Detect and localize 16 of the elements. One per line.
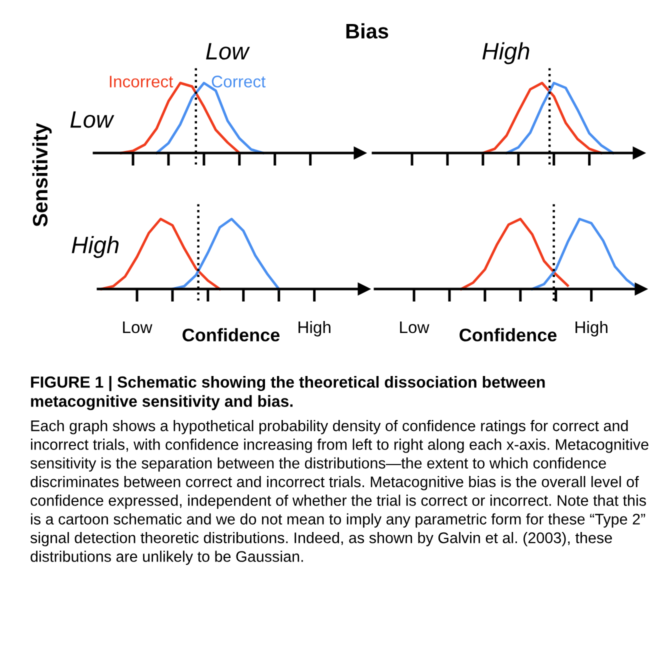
text: Sensitivity: [32, 123, 52, 226]
x-tick-label: Low: [400, 322, 430, 334]
x-tick-label: Low: [123, 322, 152, 334]
x-tick-label: High: [298, 320, 330, 336]
chart-title: High: [482, 42, 530, 64]
x-axis-title: Confidence: [460, 328, 557, 342]
series-label: Correct: [212, 76, 266, 88]
y-axis-title: Low: [70, 111, 114, 128]
caption: FIGURE 1 | Schematic showing the theoretical dissociation between metacognitive sensitivity and bias.: [31, 376, 545, 410]
y-axis-title: High: [72, 236, 119, 258]
x-axis-title: Confidence: [182, 328, 280, 342]
text: Each graph shows a hypothetical probability density of confidence ratings for correct and incorrect trials, with confidence increasing from left to right along each x-axis. Metacognitive sensitivity is the separation between the distributions—the extent to which confidence discriminates between correct and incorrect trials. Metacognitive bias is the overall level of confidence expressed, independent of whether the trial is correct or incorrect. Note that this is a cartoon schematic and we do not mean to imply any parametric form for these “Type 2” signal detection theoretic distributions. Indeed, as shown by Galvin et al. (2003), these distributions are unlikely to be Gaussian.: [30, 420, 648, 565]
text: Bias: [346, 23, 388, 39]
series-label: Incorrect: [110, 76, 174, 88]
x-tick-label: High: [576, 320, 608, 336]
chart-title: Low: [206, 43, 250, 60]
